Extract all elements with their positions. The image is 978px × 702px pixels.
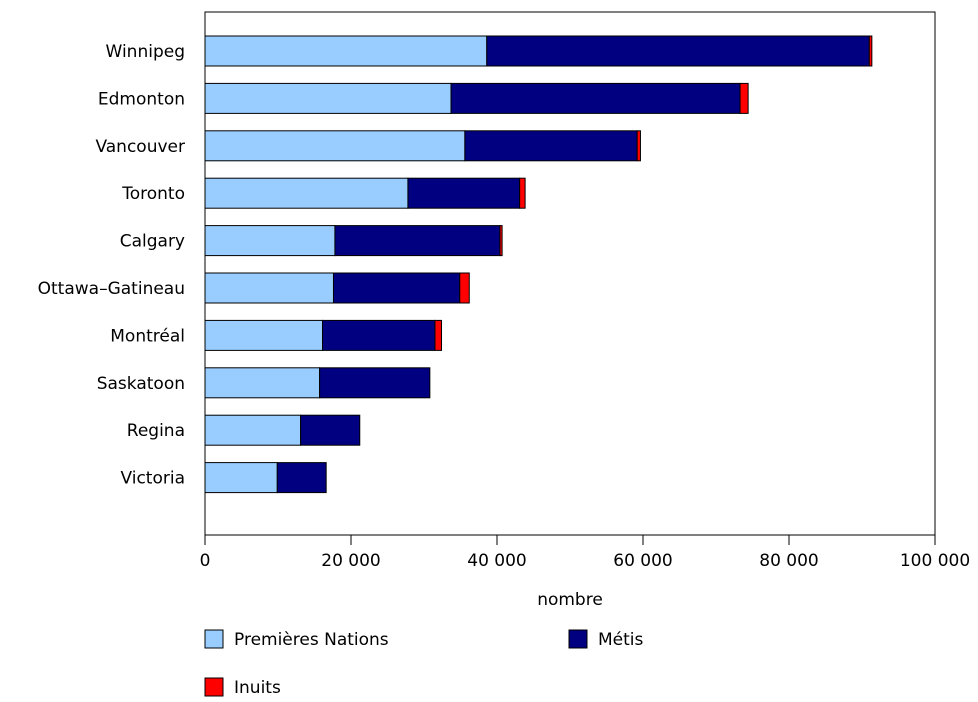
bar-inuits-6 bbox=[435, 320, 442, 350]
x-tick-label: 80 000 bbox=[759, 551, 818, 571]
bar-inuits-4 bbox=[500, 226, 502, 256]
bar-metis-4 bbox=[335, 226, 500, 256]
category-label: Vancouver bbox=[95, 137, 185, 157]
bar-premieres-nations-0 bbox=[205, 36, 487, 66]
bar-metis-0 bbox=[487, 36, 870, 66]
bar-metis-5 bbox=[333, 273, 459, 303]
legend-swatch-metis bbox=[569, 630, 587, 648]
x-tick-label: 20 000 bbox=[321, 551, 380, 571]
category-label: Winnipeg bbox=[106, 42, 185, 62]
legend-label-premieres-nations: Premières Nations bbox=[234, 630, 389, 650]
bar-metis-1 bbox=[451, 83, 740, 113]
category-label: Regina bbox=[127, 421, 185, 441]
bar-premieres-nations-4 bbox=[205, 226, 335, 256]
bar-inuits-3 bbox=[520, 178, 525, 208]
category-label: Saskatoon bbox=[97, 374, 185, 394]
category-labels: Winnipeg Edmonton Vancouver Toronto Calgary O… bbox=[38, 42, 185, 489]
bar-premieres-nations-9 bbox=[205, 463, 277, 493]
bar-metis-8 bbox=[301, 415, 360, 445]
bars-layer bbox=[205, 36, 872, 493]
legend: Premières Nations Métis Inuits bbox=[205, 630, 644, 698]
bar-metis-2 bbox=[465, 131, 637, 161]
x-tick-label: 40 000 bbox=[467, 551, 526, 571]
bar-premieres-nations-2 bbox=[205, 131, 465, 161]
bar-metis-6 bbox=[323, 320, 435, 350]
x-axis-ticks: 0 20 000 40 000 60 000 80 000 100 000 bbox=[200, 535, 971, 571]
bar-premieres-nations-5 bbox=[205, 273, 333, 303]
legend-label-inuits: Inuits bbox=[234, 678, 281, 698]
legend-swatch-inuits bbox=[205, 678, 223, 696]
category-label: Toronto bbox=[121, 184, 185, 204]
bar-metis-3 bbox=[408, 178, 520, 208]
category-label: Montréal bbox=[110, 326, 185, 346]
x-tick-label: 100 000 bbox=[900, 551, 970, 571]
bar-inuits-0 bbox=[869, 36, 872, 66]
bar-premieres-nations-7 bbox=[205, 368, 320, 398]
category-label: Edmonton bbox=[98, 89, 185, 109]
category-label: Ottawa–Gatineau bbox=[38, 279, 185, 299]
bar-premieres-nations-6 bbox=[205, 320, 323, 350]
bar-inuits-5 bbox=[460, 273, 469, 303]
bar-metis-9 bbox=[277, 463, 326, 493]
x-tick-label: 60 000 bbox=[613, 551, 672, 571]
bar-premieres-nations-8 bbox=[205, 415, 301, 445]
bar-inuits-2 bbox=[637, 131, 640, 161]
legend-label-metis: Métis bbox=[598, 630, 644, 650]
x-axis-title: nombre bbox=[537, 590, 603, 610]
bar-metis-7 bbox=[320, 368, 430, 398]
x-tick-label: 0 bbox=[200, 551, 211, 571]
legend-swatch-premieres-nations bbox=[205, 630, 223, 648]
bar-premieres-nations-3 bbox=[205, 178, 408, 208]
category-label: Calgary bbox=[120, 232, 185, 252]
bar-premieres-nations-1 bbox=[205, 83, 451, 113]
category-label: Victoria bbox=[120, 469, 185, 489]
bar-inuits-1 bbox=[740, 83, 748, 113]
